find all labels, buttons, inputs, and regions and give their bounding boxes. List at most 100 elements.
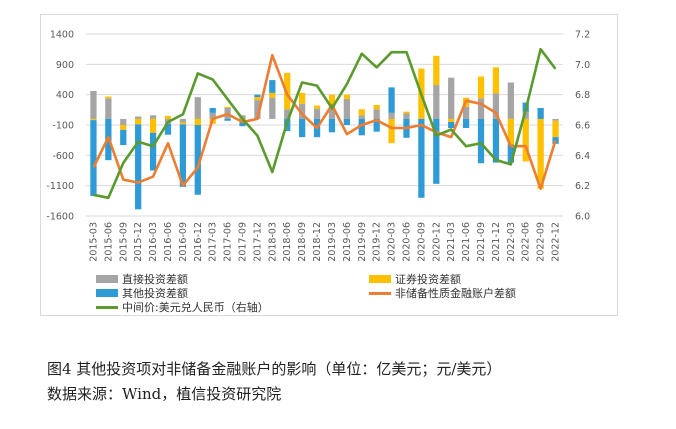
x-tick-label: 2016-12 (193, 222, 204, 262)
bar-direct (194, 97, 201, 119)
combo-chart: 1400 900 400 -100 -600 -1100 -1600 7.2 7.0 6.8 6.… (46, 30, 590, 262)
bar-direct (373, 109, 380, 119)
bar-portfolio (492, 67, 500, 94)
bar-other (135, 124, 142, 210)
bar-portfolio (433, 55, 440, 85)
left-tick-label: 900 (56, 60, 74, 71)
x-tick-label: 2015-03 (88, 222, 99, 262)
chart-frame: 1400 900 400 -100 -600 -1100 -1600 7.2 7.0 6.8 6.… (40, 14, 618, 316)
x-tick-label: 2020-12 (431, 222, 442, 262)
legend-direct: 直接投资差额 (96, 271, 188, 287)
bar-other (448, 121, 455, 129)
x-tick-label: 2021-09 (476, 222, 487, 262)
bar-other (299, 118, 306, 138)
x-tick-label: 2022-06 (521, 222, 532, 262)
left-tick-label: 400 (56, 90, 74, 101)
bar-portfolio (179, 122, 187, 125)
bar-direct (343, 98, 350, 119)
legend-swatch-fx (96, 305, 118, 309)
x-tick-label: 2018-06 (282, 222, 293, 262)
x-tick-label: 2015-12 (133, 222, 144, 262)
bar-portfolio (507, 118, 514, 145)
bar-other (433, 118, 440, 184)
bar-other (373, 118, 380, 132)
bar-portfolio (313, 105, 321, 109)
bar-other (90, 120, 97, 196)
bar-other (164, 123, 172, 135)
bar-other (328, 118, 336, 133)
bar-other (477, 118, 485, 164)
left-tick-label: -1100 (46, 181, 74, 192)
right-tick-label: 6.4 (575, 151, 590, 162)
bar-portfolio (90, 118, 97, 121)
bar-portfolio (194, 118, 201, 125)
legend-label-nonreserve: 非储备性质金融账户差额 (395, 287, 516, 300)
bar-portfolio (477, 76, 485, 99)
bar-direct (313, 108, 321, 119)
lines (92, 47, 557, 200)
bar-direct (448, 77, 455, 119)
bar-other (224, 118, 231, 121)
bar-other (507, 144, 514, 163)
bar-portfolio (299, 92, 306, 104)
right-tick-label: 6.8 (575, 90, 590, 101)
bar-portfolio (164, 115, 172, 119)
x-tick-label: 2020-03 (387, 222, 398, 262)
right-tick-label: 7.2 (575, 30, 590, 41)
bar-portfolio (149, 118, 157, 133)
legend-other: 其他投资差额 (96, 285, 188, 301)
x-tick-label: 2021-06 (461, 222, 472, 262)
bar-direct (507, 82, 514, 119)
right-tick-label: 7.0 (575, 60, 590, 71)
bar-direct (120, 118, 127, 125)
bar-portfolio (358, 109, 365, 116)
x-tick-label: 2015-06 (103, 222, 114, 262)
x-tick-label: 2019-03 (327, 222, 338, 262)
x-tick-label: 2015-09 (118, 222, 129, 262)
x-tick-label: 2021-12 (491, 222, 502, 262)
bar-direct (135, 116, 142, 119)
bar-portfolio (135, 118, 142, 125)
bar-portfolio (105, 96, 112, 99)
x-tick-label: 2017-12 (252, 222, 263, 262)
bar-portfolio (254, 97, 261, 101)
x-tick-label: 2022-12 (551, 222, 562, 262)
right-tick-label: 6.2 (575, 181, 590, 192)
bar-other (209, 108, 216, 113)
left-tick-label: -100 (52, 121, 74, 132)
bar-other (358, 118, 365, 136)
x-tick-label: 2022-03 (506, 222, 517, 262)
x-tick-label: 2019-12 (372, 222, 383, 262)
bar-portfolio (328, 94, 336, 110)
legend-portfolio: 证券投资差额 (369, 271, 461, 287)
bar-direct (105, 98, 112, 119)
bar-direct (552, 118, 559, 121)
bar-portfolio (343, 94, 350, 99)
legend-fx: 中间价:美元兑人民币（右轴） (96, 299, 269, 315)
bar-portfolio (522, 118, 529, 162)
x-tick-label: 2016-09 (178, 222, 189, 262)
bar-direct (284, 109, 291, 119)
x-tick-label: 2017-06 (223, 222, 234, 262)
bar-other (343, 118, 350, 125)
bar-other (194, 125, 201, 195)
left-tick-label: -600 (52, 151, 74, 162)
bar-portfolio (388, 118, 395, 144)
x-tick-label: 2020-09 (416, 222, 427, 262)
bar-direct (90, 91, 97, 119)
legend-nonreserve: 非储备性质金融账户差额 (369, 285, 516, 301)
bar-other (537, 108, 544, 119)
figure-source: 数据来源：Wind，植信投资研究院 (47, 385, 282, 403)
legend-swatch-direct (96, 275, 118, 283)
bar-direct (299, 103, 306, 119)
bar-direct (328, 109, 336, 119)
legend-swatch-nonreserve (369, 291, 391, 295)
bar-other (149, 132, 157, 171)
bar-portfolio (448, 118, 455, 122)
legend-label-other: 其他投资差额 (122, 287, 188, 300)
right-axis-ticks: 7.2 7.0 6.8 6.6 6.4 6.2 6.0 (575, 30, 590, 223)
bar-other (388, 87, 395, 113)
gridlines (86, 33, 563, 217)
bar-portfolio (269, 92, 276, 98)
bar-direct (462, 106, 470, 119)
